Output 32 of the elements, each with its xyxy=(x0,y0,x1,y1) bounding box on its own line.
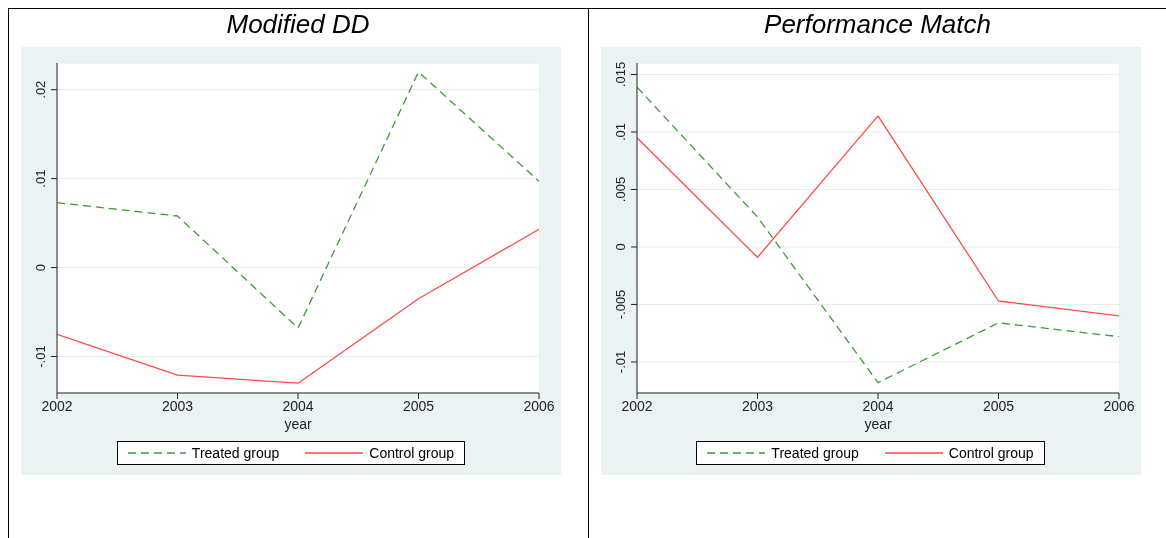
x-tick-label: 2002 xyxy=(41,397,73,414)
legend-label: Control group xyxy=(369,445,455,461)
x-tick-label: 2005 xyxy=(982,397,1014,414)
x-tick-label: 2002 xyxy=(620,397,653,414)
chart-title: Performance Match xyxy=(763,9,992,41)
y-tick-label: .01 xyxy=(612,122,628,142)
x-tick-label: 2004 xyxy=(282,397,314,414)
line-series xyxy=(57,228,539,384)
legend-label: Treated group xyxy=(191,445,280,461)
y-tick-label: .02 xyxy=(33,80,48,99)
y-tick-label: -.01 xyxy=(612,350,628,374)
y-tick-label: -.005 xyxy=(612,289,628,320)
x-tick-label: 2004 xyxy=(861,397,894,414)
x-tick-label: 2006 xyxy=(1102,397,1135,414)
x-tick-label: 2003 xyxy=(161,397,194,414)
line-series xyxy=(636,86,1119,384)
y-tick-label: -.01 xyxy=(33,345,48,368)
legend-label: Treated group xyxy=(771,445,859,461)
x-tick-label: 2006 xyxy=(523,397,555,414)
y-tick-label: 0 xyxy=(33,263,48,272)
y-tick-label: .01 xyxy=(33,169,48,188)
x-tick-label: 2005 xyxy=(402,397,435,414)
x-axis-title: year xyxy=(284,416,312,432)
legend-label: Control group xyxy=(948,445,1034,461)
x-axis-title: year xyxy=(863,416,892,432)
chart-title: Modified DD xyxy=(225,9,371,41)
y-tick-label: 0 xyxy=(612,243,628,251)
line-series xyxy=(57,71,539,329)
line-series xyxy=(636,115,1119,317)
y-tick-label: .015 xyxy=(612,61,628,88)
x-tick-label: 2003 xyxy=(741,397,773,414)
y-tick-label: .005 xyxy=(612,176,628,203)
